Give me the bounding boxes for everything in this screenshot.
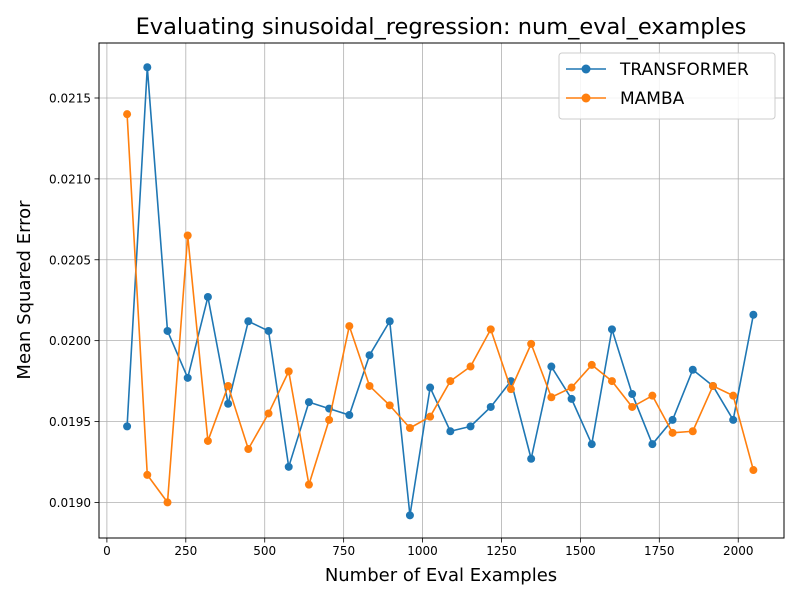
data-point-transformer — [345, 411, 354, 420]
data-point-transformer — [304, 398, 313, 407]
data-point-mamba — [304, 480, 313, 489]
chart-title: Evaluating sinusoidal_regression: num_ev… — [136, 14, 747, 40]
series-transformer — [123, 63, 758, 520]
data-point-mamba — [123, 110, 132, 119]
data-point-mamba — [749, 466, 758, 475]
data-point-transformer — [729, 415, 738, 424]
legend-label-mamba: MAMBA — [620, 89, 685, 109]
data-point-transformer — [203, 292, 212, 301]
series-layer — [123, 63, 758, 520]
data-point-transformer — [567, 394, 576, 403]
data-point-transformer — [466, 422, 475, 431]
series-line-transformer — [126, 66, 755, 517]
x-tick-label: 1500 — [565, 544, 596, 558]
data-point-transformer — [365, 351, 374, 360]
data-point-transformer — [688, 365, 697, 374]
x-tick-label: 2000 — [723, 544, 754, 558]
data-point-mamba — [264, 409, 273, 418]
data-point-transformer — [163, 326, 172, 335]
data-point-mamba — [365, 381, 374, 390]
data-point-mamba — [506, 385, 515, 394]
y-tick-label: 0.0210 — [49, 172, 91, 186]
data-point-transformer — [224, 399, 233, 408]
data-point-transformer — [648, 440, 657, 449]
axis-ticks: 0 250 500 750 1000 1250 1500 1750 2000 0.0190 0.01… — [49, 92, 754, 559]
x-axis-label: Number of Eval Examples — [325, 565, 557, 586]
data-point-mamba — [244, 445, 253, 454]
data-point-transformer — [244, 317, 253, 326]
y-tick-label: 0.0205 — [49, 253, 91, 267]
data-point-transformer — [123, 422, 132, 431]
data-point-transformer — [264, 326, 273, 335]
y-tick-label: 0.0195 — [49, 415, 91, 429]
legend-marker-transformer — [581, 64, 591, 74]
chart-legend: TRANSFORMER MAMBA — [558, 52, 776, 120]
x-tick-label: 0 — [103, 544, 111, 558]
x-tick-label: 1750 — [644, 544, 675, 558]
plot-area-frame — [98, 42, 785, 539]
data-point-transformer — [628, 390, 637, 399]
data-point-mamba — [143, 470, 152, 479]
data-point-mamba — [567, 383, 576, 392]
data-point-transformer — [183, 373, 192, 382]
legend-label-transformer: TRANSFORMER — [619, 60, 749, 80]
data-point-mamba — [203, 436, 212, 445]
data-point-mamba — [163, 498, 172, 507]
data-point-mamba — [325, 415, 334, 424]
data-point-mamba — [668, 428, 677, 437]
data-point-transformer — [587, 440, 596, 449]
series-mamba — [123, 110, 758, 507]
data-point-transformer — [547, 362, 556, 371]
data-point-mamba — [688, 427, 697, 436]
data-point-mamba — [183, 231, 192, 240]
data-point-transformer — [486, 402, 495, 411]
data-point-mamba — [527, 339, 536, 348]
y-axis-label: Mean Squared Error — [14, 200, 35, 380]
data-point-transformer — [143, 63, 152, 72]
data-point-mamba — [284, 367, 293, 376]
data-point-transformer — [284, 462, 293, 471]
data-point-mamba — [708, 381, 717, 390]
x-tick-label: 1250 — [486, 544, 517, 558]
data-point-mamba — [385, 401, 394, 410]
data-point-mamba — [587, 360, 596, 369]
legend-marker-mamba — [581, 93, 591, 103]
y-tick-label: 0.0200 — [49, 334, 91, 348]
data-point-transformer — [607, 325, 616, 334]
data-point-transformer — [446, 427, 455, 436]
data-point-mamba — [446, 377, 455, 386]
data-point-transformer — [749, 310, 758, 319]
data-point-mamba — [466, 362, 475, 371]
data-point-mamba — [405, 424, 414, 432]
data-point-mamba — [547, 393, 556, 402]
data-point-transformer — [385, 317, 394, 326]
x-tick-label: 250 — [174, 544, 197, 558]
data-point-mamba — [345, 322, 354, 331]
data-point-mamba — [224, 381, 233, 390]
grid-lines — [99, 43, 784, 538]
legend-box — [558, 52, 776, 120]
data-point-mamba — [628, 402, 637, 411]
y-tick-label: 0.0215 — [49, 92, 91, 106]
data-point-mamba — [607, 377, 616, 386]
data-point-transformer — [426, 383, 435, 392]
data-point-mamba — [729, 391, 738, 400]
data-point-mamba — [486, 325, 495, 334]
data-point-transformer — [405, 511, 414, 520]
data-point-transformer — [527, 454, 536, 463]
y-tick-label: 0.0190 — [49, 496, 91, 510]
x-tick-label: 750 — [332, 544, 355, 558]
data-point-transformer — [668, 415, 677, 424]
x-tick-label: 1000 — [407, 544, 438, 558]
data-point-mamba — [426, 412, 435, 421]
x-tick-label: 500 — [253, 544, 276, 558]
data-point-mamba — [648, 391, 657, 400]
